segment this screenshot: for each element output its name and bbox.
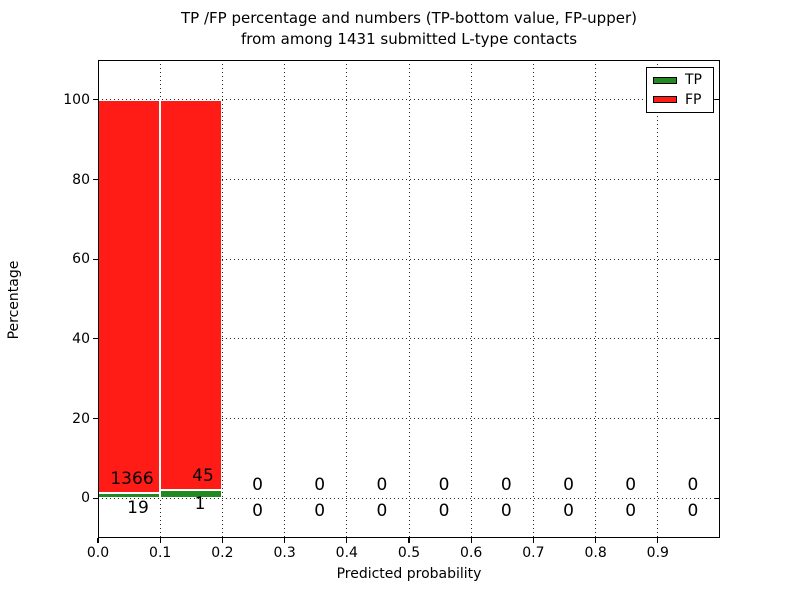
fp-count-label: 0 (438, 474, 450, 495)
y-tick-label: 20 (72, 410, 90, 427)
fp-count-label: 0 (376, 474, 388, 495)
tp-count-label: 0 (500, 501, 512, 521)
v-gridline (346, 60, 348, 538)
y-tick-mark (93, 497, 98, 499)
x-tick-label: 0.4 (335, 545, 358, 561)
tp-count-label: 19 (127, 498, 149, 518)
tp-count-label: 0 (314, 501, 326, 521)
tp-count-label: 0 (438, 501, 450, 521)
x-tick-mark (470, 538, 472, 543)
fp-count-label: 0 (625, 474, 637, 495)
fp-bar-segment (98, 99, 161, 493)
y-tick-label: 40 (72, 330, 90, 347)
x-axis-label: Predicted probability (336, 566, 482, 582)
chart-title-line-2: from among 1431 submitted L-type contact… (240, 30, 578, 48)
chart-title-line-1: TP /FP percentage and numbers (TP-bottom… (181, 9, 637, 27)
fp-count-label: 0 (252, 474, 263, 495)
tp-swatch-icon (653, 76, 677, 84)
x-tick-mark (595, 538, 597, 543)
y-tick-mark (93, 258, 98, 260)
fp-count-label: 0 (563, 474, 574, 495)
y-tick-mark (93, 99, 98, 101)
v-gridline (470, 60, 472, 538)
tp-count-label: 1 (194, 494, 206, 514)
tp-count-label: 0 (252, 501, 263, 521)
v-gridline (532, 60, 534, 538)
x-tick-mark (532, 538, 534, 543)
v-gridline (221, 60, 223, 538)
x-tick-label: 0.9 (646, 545, 669, 561)
y-tick-mark (93, 338, 98, 340)
fp-count-label: 0 (500, 474, 512, 495)
x-tick-label: 0.8 (584, 545, 607, 561)
x-tick-label: 0.6 (460, 545, 483, 561)
x-tick-mark (284, 538, 286, 543)
x-tick-mark (97, 538, 99, 543)
x-tick-label: 0.0 (86, 545, 110, 561)
x-tick-label: 0.7 (522, 545, 545, 561)
chart-title: TP /FP percentage and numbers (TP-bottom… (98, 8, 720, 50)
y-tick-label: 100 (63, 91, 90, 108)
legend: TP FP (646, 67, 714, 113)
tp-count-label: 0 (687, 501, 699, 521)
y-right-tick-mark (715, 178, 720, 181)
fp-count-label: 45 (192, 466, 214, 486)
x-tick-label: 0.2 (211, 545, 234, 561)
y-right-tick-mark (715, 497, 720, 499)
tp-count-label: 0 (625, 501, 637, 521)
fp-count-label: 0 (314, 474, 326, 495)
fp-swatch-icon (653, 96, 677, 104)
x-tick-mark (346, 538, 348, 543)
y-tick-label: 80 (72, 171, 90, 188)
y-right-tick-mark (715, 338, 720, 340)
x-tick-mark (408, 538, 410, 543)
y-axis-label: Percentage (6, 260, 22, 340)
fp-bar-segment (160, 99, 223, 490)
y-right-tick-mark (715, 258, 720, 260)
v-gridline (657, 60, 659, 538)
x-tick-mark (657, 538, 659, 543)
y-tick-label: 60 (72, 251, 90, 268)
x-tick-label: 0.5 (397, 545, 421, 561)
y-tick-label: 0 (81, 490, 90, 507)
v-gridline (595, 60, 597, 538)
tp-count-label: 0 (563, 501, 574, 521)
legend-entry-tp: TP (653, 73, 707, 87)
y-tick-mark (93, 417, 98, 420)
y-tick-mark (93, 178, 98, 181)
legend-label-fp: FP (685, 91, 702, 108)
x-tick-mark (159, 538, 161, 543)
v-gridline (284, 60, 286, 538)
x-tick-label: 0.1 (149, 545, 172, 561)
fp-count-label: 0 (687, 474, 699, 495)
fp-count-label: 1366 (110, 469, 154, 489)
legend-label-tp: TP (685, 72, 702, 89)
v-gridline (408, 60, 410, 538)
x-tick-label: 0.3 (273, 545, 296, 561)
x-tick-mark (221, 538, 223, 543)
tp-bar-segment (160, 489, 223, 499)
legend-entry-fp: FP (653, 93, 707, 107)
y-right-tick-mark (715, 99, 720, 101)
tp-count-label: 0 (376, 501, 388, 521)
y-right-tick-mark (715, 417, 720, 420)
